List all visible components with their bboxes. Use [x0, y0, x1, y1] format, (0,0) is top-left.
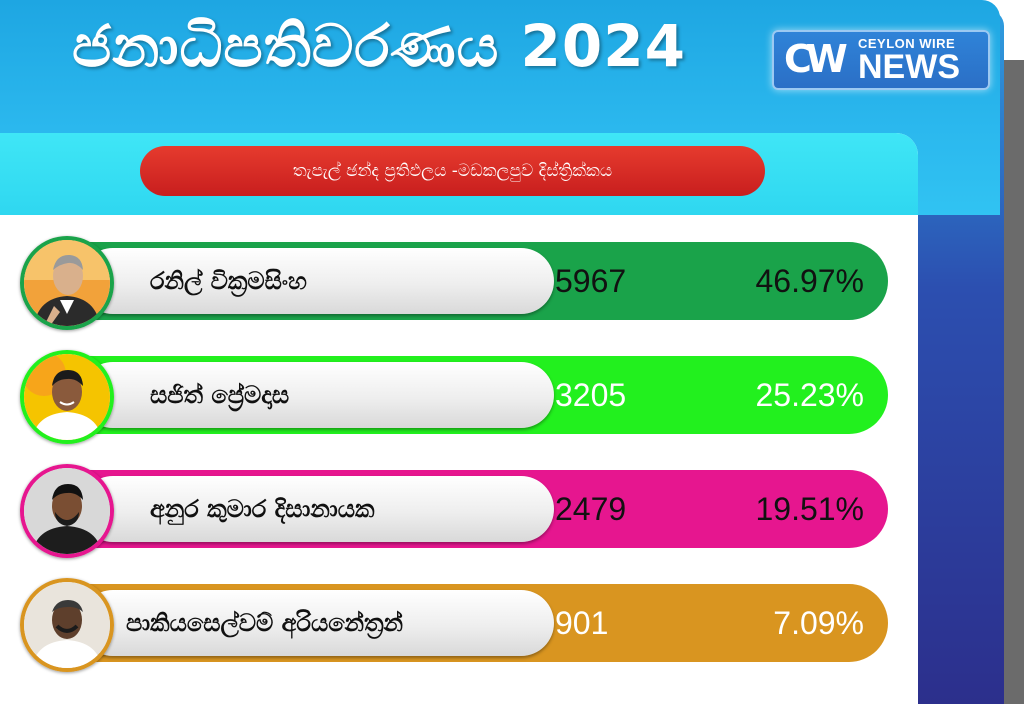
name-pill — [80, 590, 554, 656]
candidate-name: රනිල් වික්‍රමසිංහ — [150, 267, 307, 295]
page-title: ජනාධිපතිවරණය 2024 — [72, 12, 686, 80]
vote-percent: 25.23% — [755, 377, 864, 413]
ceylon-wire-logo: CW CEYLON WIRE NEWS — [772, 30, 990, 90]
name-pill — [80, 248, 554, 314]
logo-mark: CW — [784, 37, 848, 81]
candidate-row: සජිත් ප්‍රේමදාස 3205 25.23% — [20, 350, 888, 444]
vote-percent: 46.97% — [755, 263, 864, 299]
subtitle-banner: තැපැල් ඡන්ද ප්‍රතිඵලය -මඩකලපුව දිස්ත්‍රි… — [140, 146, 765, 196]
name-pill — [80, 362, 554, 428]
candidate-photo — [20, 464, 114, 558]
person-portrait-icon — [24, 582, 110, 668]
candidate-photo — [20, 236, 114, 330]
name-pill — [80, 476, 554, 542]
candidate-row: රනිල් වික්‍රමසිංහ 5967 46.97% — [20, 236, 888, 330]
vote-count: 2479 — [555, 491, 627, 527]
person-portrait-icon — [24, 354, 110, 440]
vote-count: 901 — [555, 605, 609, 641]
candidate-photo — [20, 578, 114, 672]
candidate-name: පාකියසෙල්වම් අරියනේත්‍රන් — [126, 609, 404, 637]
candidate-name: අනුර කුමාර දිසානායක — [150, 495, 375, 523]
logo-top-text: CEYLON WIRE — [858, 36, 956, 51]
person-portrait-icon — [24, 240, 110, 326]
vote-count: 3205 — [555, 377, 627, 413]
vote-percent: 7.09% — [773, 605, 864, 641]
person-portrait-icon — [24, 468, 110, 554]
vote-percent: 19.51% — [755, 491, 864, 527]
logo-bottom-text: NEWS — [858, 48, 960, 86]
candidate-row: පාකියසෙල්වම් අරියනේත්‍රන් 901 7.09% — [20, 578, 888, 672]
candidate-name: සජිත් ප්‍රේමදාස — [150, 381, 290, 409]
candidate-row: අනුර කුමාර දිසානායක 2479 19.51% — [20, 464, 888, 558]
vote-count: 5967 — [555, 263, 627, 299]
candidate-photo — [20, 350, 114, 444]
